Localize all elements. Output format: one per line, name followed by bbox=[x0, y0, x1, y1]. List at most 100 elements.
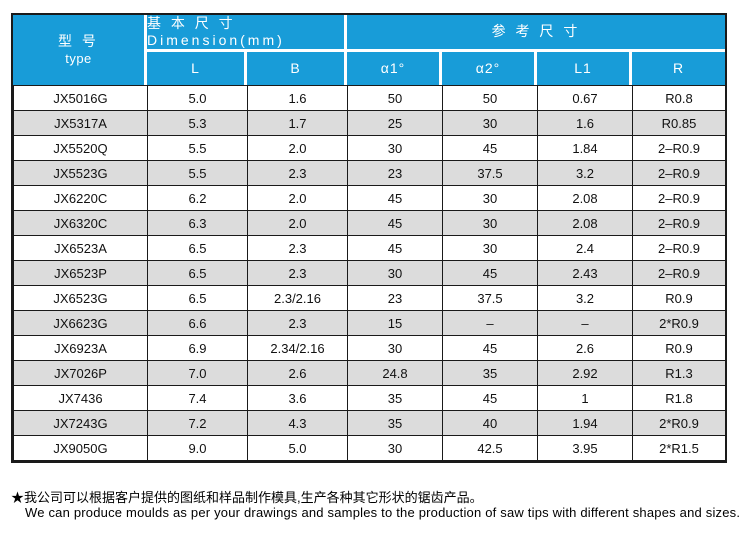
value-cell: 2–R0.9 bbox=[632, 185, 726, 211]
table-row: JX6523P 6.5 2.3 30 45 2.43 2–R0.9 bbox=[13, 260, 726, 286]
value-cell: 2–R0.9 bbox=[632, 160, 726, 186]
header-cell-B: B bbox=[247, 52, 347, 85]
value-cell: 45 bbox=[347, 210, 443, 236]
header-group-basic-dimension: 基 本 尺 寸 Dimension(mm) bbox=[147, 15, 347, 52]
value-cell: 1.6 bbox=[537, 110, 633, 136]
value-cell: 3.6 bbox=[247, 385, 348, 411]
model-cell: JX6523G bbox=[13, 285, 148, 311]
value-cell: 30 bbox=[442, 235, 538, 261]
value-cell: 45 bbox=[442, 385, 538, 411]
value-cell: 1 bbox=[537, 385, 633, 411]
value-cell: 6.5 bbox=[147, 260, 248, 286]
model-cell: JX9050G bbox=[13, 435, 148, 461]
table-row: JX5523G 5.5 2.3 23 37.5 3.2 2–R0.9 bbox=[13, 160, 726, 186]
value-cell: 2.0 bbox=[247, 210, 348, 236]
value-cell: 2.0 bbox=[247, 135, 348, 161]
model-cell: JX6320C bbox=[13, 210, 148, 236]
model-cell: JX7243G bbox=[13, 410, 148, 436]
table-row: JX7436 7.4 3.6 35 45 1 R1.8 bbox=[13, 385, 726, 411]
footer-notes: ★我公司可以根据客户提供的图纸和样品制作模具,生产各种其它形状的锯齿产品。 We… bbox=[11, 490, 741, 521]
value-cell: 15 bbox=[347, 310, 443, 336]
value-cell: – bbox=[442, 310, 538, 336]
table-row: JX5520Q 5.5 2.0 30 45 1.84 2–R0.9 bbox=[13, 135, 726, 161]
model-cell: JX6523P bbox=[13, 260, 148, 286]
model-cell: JX6623G bbox=[13, 310, 148, 336]
value-cell: 37.5 bbox=[442, 285, 538, 311]
value-cell: 45 bbox=[442, 135, 538, 161]
value-cell: 2.43 bbox=[537, 260, 633, 286]
value-cell: 2–R0.9 bbox=[632, 210, 726, 236]
value-cell: 1.84 bbox=[537, 135, 633, 161]
value-cell: 6.9 bbox=[147, 335, 248, 361]
table-header: 型 号 type 基 本 尺 寸 Dimension(mm) 参 考 尺 寸 L… bbox=[13, 15, 725, 85]
header-cell-R: R bbox=[632, 52, 725, 85]
value-cell: 2.6 bbox=[537, 335, 633, 361]
value-cell: 5.5 bbox=[147, 160, 248, 186]
value-cell: 2.6 bbox=[247, 360, 348, 386]
table-row: JX5016G 5.0 1.6 50 50 0.67 R0.8 bbox=[13, 85, 726, 111]
value-cell: 25 bbox=[347, 110, 443, 136]
value-cell: 45 bbox=[347, 235, 443, 261]
value-cell: 40 bbox=[442, 410, 538, 436]
value-cell: 35 bbox=[442, 360, 538, 386]
table-row: JX6923A 6.9 2.34/2.16 30 45 2.6 R0.9 bbox=[13, 335, 726, 361]
value-cell: 3.95 bbox=[537, 435, 633, 461]
value-cell: 23 bbox=[347, 160, 443, 186]
header-cell-type: 型 号 type bbox=[13, 15, 147, 85]
table-body: JX5016G 5.0 1.6 50 50 0.67 R0.8 JX5317A 5.3 1.7 25… bbox=[13, 85, 726, 461]
value-cell: 3.2 bbox=[537, 160, 633, 186]
value-cell: 45 bbox=[347, 185, 443, 211]
value-cell: 2*R0.9 bbox=[632, 310, 726, 336]
value-cell: 2.08 bbox=[537, 185, 633, 211]
value-cell: 5.0 bbox=[247, 435, 348, 461]
value-cell: 23 bbox=[347, 285, 443, 311]
value-cell: 50 bbox=[347, 85, 443, 111]
value-cell: 45 bbox=[442, 260, 538, 286]
value-cell: – bbox=[537, 310, 633, 336]
value-cell: 30 bbox=[347, 260, 443, 286]
value-cell: R1.8 bbox=[632, 385, 726, 411]
model-cell: JX7436 bbox=[13, 385, 148, 411]
value-cell: R0.9 bbox=[632, 335, 726, 361]
value-cell: 35 bbox=[347, 385, 443, 411]
table-row: JX6320C 6.3 2.0 45 30 2.08 2–R0.9 bbox=[13, 210, 726, 236]
value-cell: 2.3/2.16 bbox=[247, 285, 348, 311]
value-cell: 42.5 bbox=[442, 435, 538, 461]
value-cell: 2.3 bbox=[247, 160, 348, 186]
value-cell: 24.8 bbox=[347, 360, 443, 386]
footer-note-en: We can produce moulds as per your drawin… bbox=[25, 505, 741, 521]
value-cell: R1.3 bbox=[632, 360, 726, 386]
value-cell: 1.7 bbox=[247, 110, 348, 136]
table-row: JX6523G 6.5 2.3/2.16 23 37.5 3.2 R0.9 bbox=[13, 285, 726, 311]
model-cell: JX6523A bbox=[13, 235, 148, 261]
model-cell: JX6220C bbox=[13, 185, 148, 211]
header-group-reference-dimension: 参 考 尺 寸 bbox=[347, 15, 725, 52]
header-group-basic-label: 基 本 尺 寸 Dimension(mm) bbox=[147, 14, 285, 49]
value-cell: 30 bbox=[442, 210, 538, 236]
value-cell: 35 bbox=[347, 410, 443, 436]
value-cell: 30 bbox=[442, 185, 538, 211]
value-cell: 0.67 bbox=[537, 85, 633, 111]
value-cell: 2–R0.9 bbox=[632, 235, 726, 261]
model-cell: JX5520Q bbox=[13, 135, 148, 161]
value-cell: 2.3 bbox=[247, 310, 348, 336]
value-cell: 30 bbox=[347, 435, 443, 461]
model-cell: JX5016G bbox=[13, 85, 148, 111]
table-row: JX9050G 9.0 5.0 30 42.5 3.95 2*R1.5 bbox=[13, 435, 726, 461]
header-cell-L1: L1 bbox=[537, 52, 632, 85]
value-cell: 30 bbox=[442, 110, 538, 136]
value-cell: 6.3 bbox=[147, 210, 248, 236]
value-cell: 2*R0.9 bbox=[632, 410, 726, 436]
saw-tip-spec-table: 型 号 type 基 本 尺 寸 Dimension(mm) 参 考 尺 寸 L… bbox=[11, 13, 727, 463]
value-cell: 2*R1.5 bbox=[632, 435, 726, 461]
value-cell: R0.9 bbox=[632, 285, 726, 311]
header-cell-L: L bbox=[147, 52, 247, 85]
header-cell-alpha2: α2° bbox=[442, 52, 537, 85]
value-cell: 5.3 bbox=[147, 110, 248, 136]
value-cell: 6.2 bbox=[147, 185, 248, 211]
table-row: JX6523A 6.5 2.3 45 30 2.4 2–R0.9 bbox=[13, 235, 726, 261]
value-cell: 2–R0.9 bbox=[632, 260, 726, 286]
value-cell: 30 bbox=[347, 335, 443, 361]
value-cell: 2.34/2.16 bbox=[247, 335, 348, 361]
value-cell: 6.5 bbox=[147, 285, 248, 311]
